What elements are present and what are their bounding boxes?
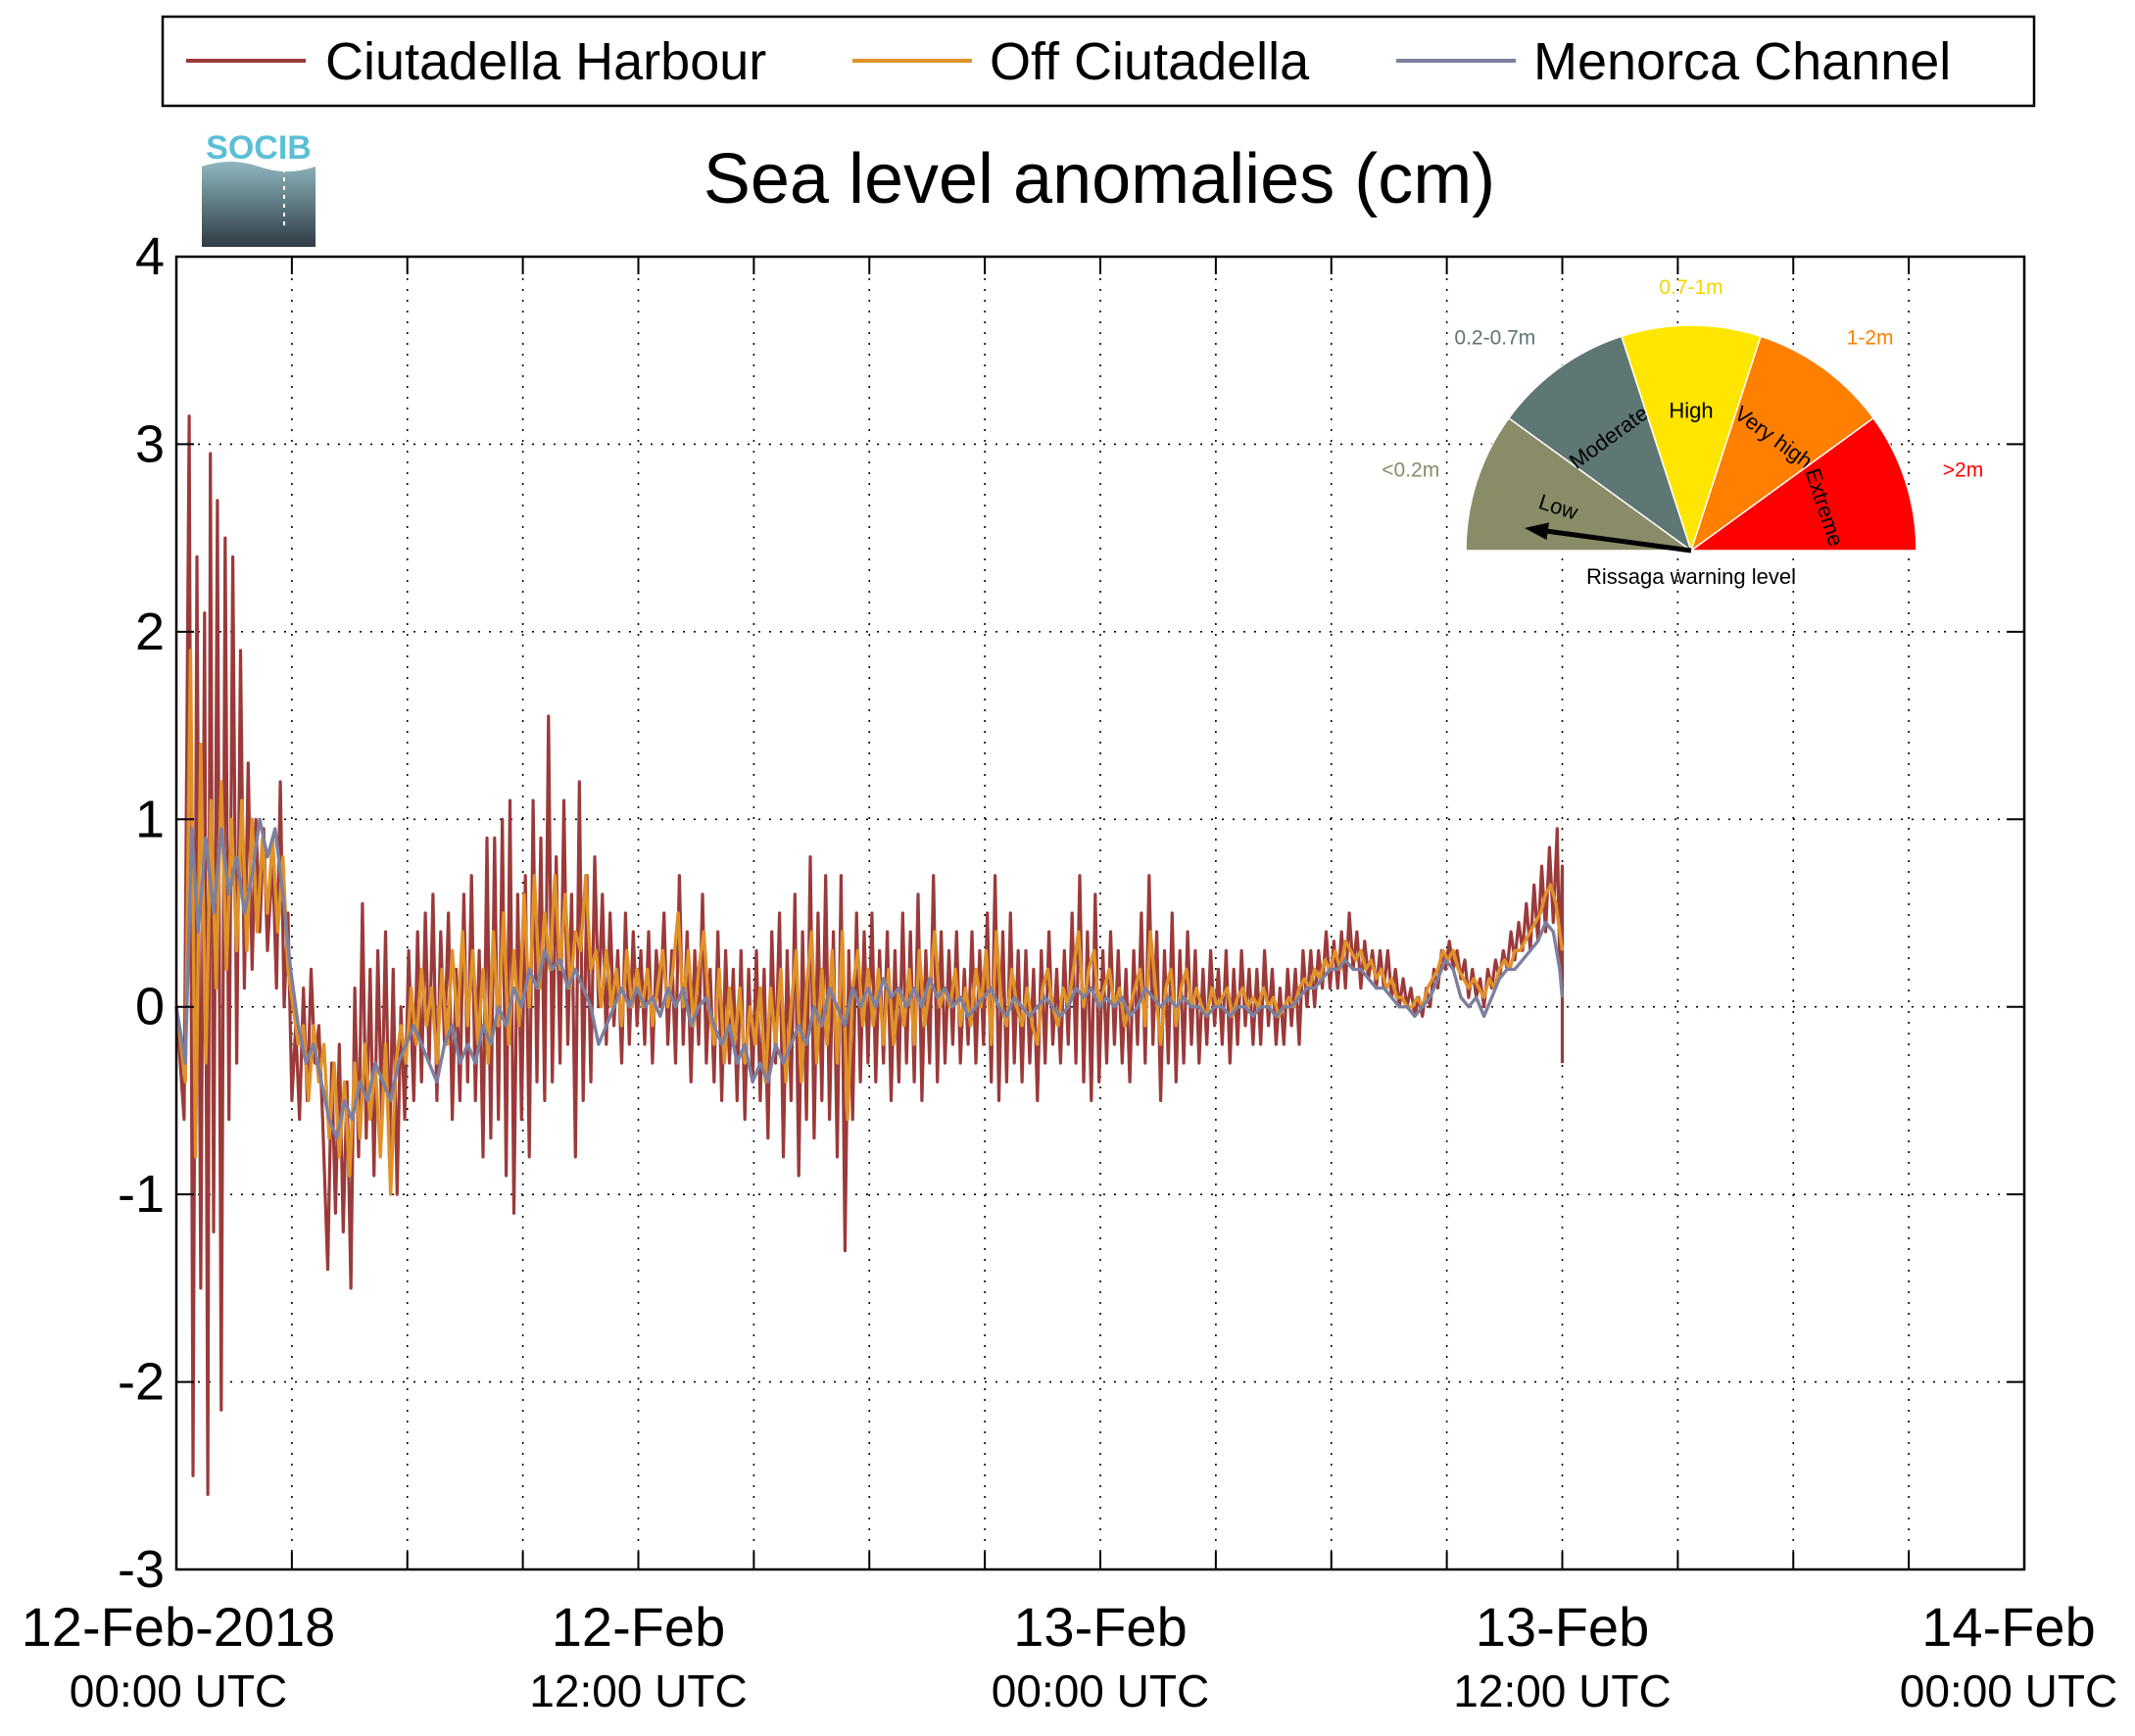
x-tick-time: 12:00 UTC [529, 1665, 747, 1716]
gauge-range-label: >2m [1943, 459, 1983, 482]
gauge-segment [1689, 335, 1875, 553]
gauge-needle-arrow-icon [1524, 522, 1549, 541]
x-tick-time: 00:00 UTC [1900, 1665, 2117, 1716]
gauge-segment [1688, 416, 1917, 552]
x-tick-date: 13-Feb [1476, 1596, 1649, 1658]
axis-ticks [175, 256, 2025, 1570]
gauge-range-label: <0.2m [1382, 459, 1439, 482]
legend-label: Off Ciutadella [990, 32, 1310, 91]
legend-frame [161, 15, 2036, 108]
y-tick-label: 1 [135, 790, 165, 848]
chart-title: Sea level anomalies (cm) [704, 140, 1495, 218]
series-line-3 [174, 817, 1565, 1140]
x-tick-time: 00:00 UTC [70, 1665, 287, 1716]
legend: Ciutadella Harbour Off Ciutadella Menorca … [161, 15, 2036, 108]
x-tick-time: 00:00 UTC [992, 1665, 1209, 1716]
y-tick-label: -3 [118, 1540, 165, 1599]
gauge-range-label: 0.7-1m [1659, 276, 1723, 299]
y-tick-label: 3 [135, 414, 165, 473]
gauge-range-label: 0.2-0.7m [1454, 327, 1535, 350]
series-line-1 [174, 414, 1565, 1496]
y-tick-label: 4 [135, 227, 165, 286]
gauge-needle [1529, 526, 1692, 554]
y-tick-label: 0 [135, 978, 165, 1037]
x-tick-date: 12-Feb-2018 [22, 1596, 336, 1658]
legend-label: Menorca Channel [1533, 32, 1951, 91]
legend-label: Ciutadella Harbour [325, 32, 766, 91]
series-line-2 [174, 649, 1565, 1196]
y-tick-labels: 4 3 2 1 0 -1 -2 -3 [118, 227, 165, 1599]
x-tick-date: 12-Feb [552, 1596, 725, 1658]
gauge-segment [1620, 324, 1763, 554]
logo-wave-icon [202, 162, 315, 247]
gauge-segment [1507, 335, 1693, 553]
x-tick-date: 14-Feb [1921, 1596, 2095, 1658]
x-tick-labels: 12-Feb-2018 00:00 UTC 12-Feb 12:00 UTC 13-Fe… [22, 1596, 2118, 1716]
logo-text: SOCIB [206, 129, 312, 167]
gauge-caption: Rissaga warning level [1586, 564, 1796, 589]
y-tick-label: -1 [118, 1165, 165, 1224]
x-tick-time: 12:00 UTC [1453, 1665, 1671, 1716]
y-tick-label: -2 [118, 1353, 165, 1412]
gauge-segment [1465, 416, 1694, 552]
gauge-level-label: High [1669, 398, 1713, 422]
series-lines [174, 414, 1565, 1496]
y-tick-label: 2 [135, 603, 165, 661]
x-tick-date: 13-Feb [1013, 1596, 1187, 1658]
gauge-range-label: 1-2m [1847, 327, 1894, 350]
socib-logo: SOCIB [202, 129, 315, 247]
